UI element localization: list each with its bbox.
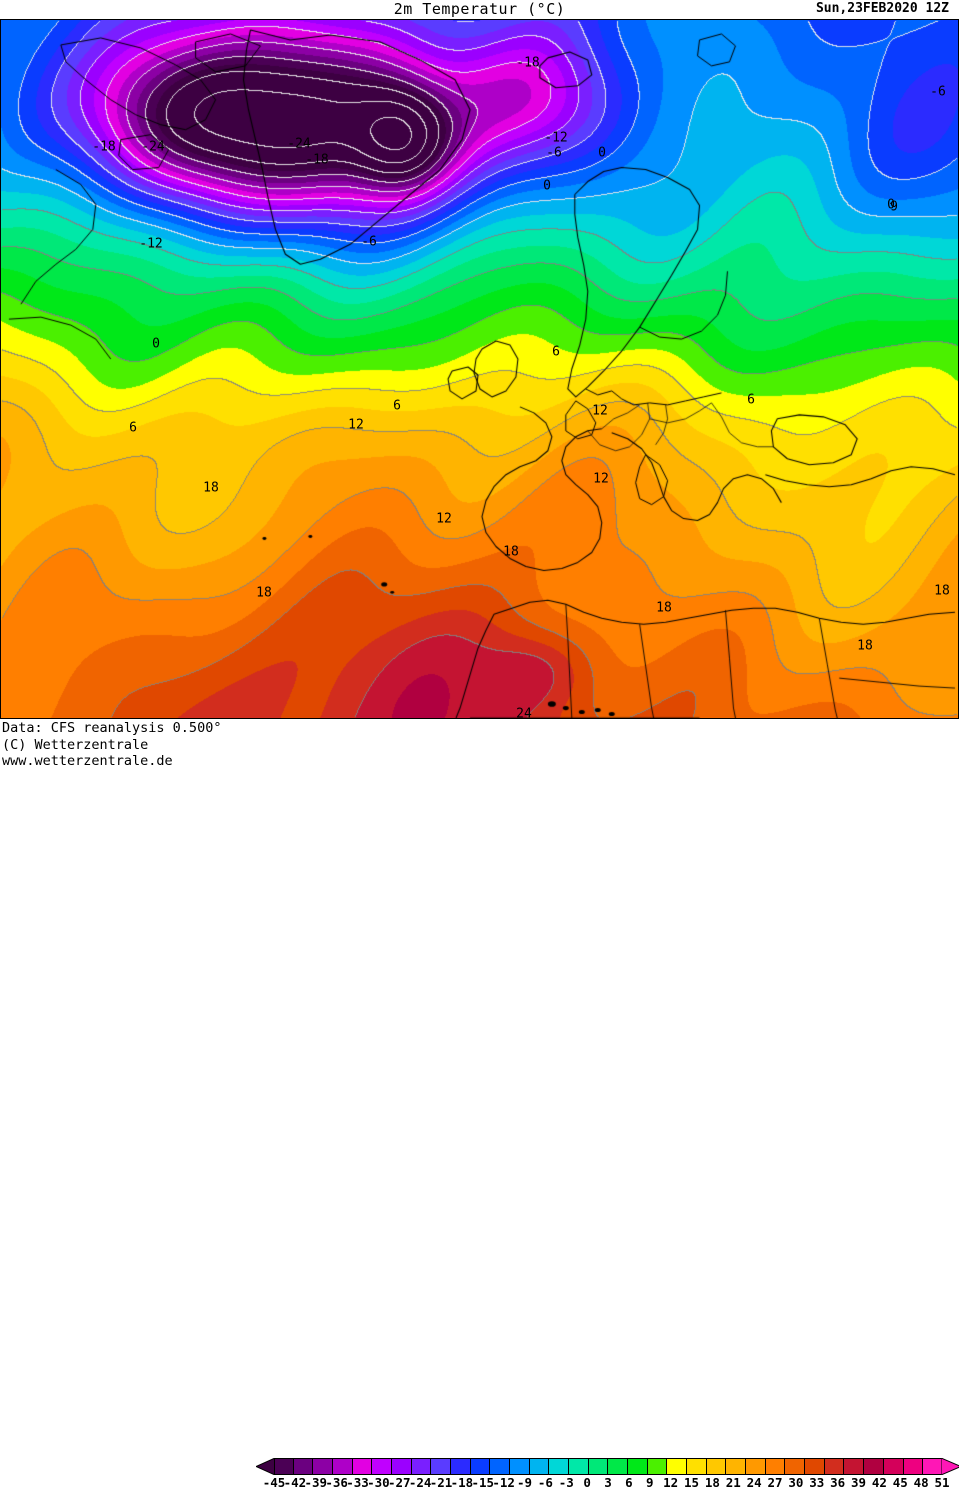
colorbar-swatch [411,1458,432,1475]
colorbar-swatch [313,1458,334,1475]
colorbar-tick-label: 39 [850,1475,867,1490]
colorbar-tick-label: 3 [604,1475,612,1490]
colorbar-swatch [726,1458,747,1475]
colorbar-swatch [746,1458,766,1475]
data-source-label: Data: CFS reanalysis 0.500° [2,720,222,736]
colorbar-swatch [490,1458,511,1475]
colorbar-tick-label: -9 [516,1475,533,1490]
colorbar-swatch [864,1458,884,1475]
colorbar-swatch [667,1458,688,1475]
colorbar-swatch [510,1458,530,1475]
website-label[interactable]: www.wetterzentrale.de [2,753,173,769]
colorbar-swatch [392,1458,412,1475]
temperature-field-canvas [1,20,958,718]
colorbar-swatch [549,1458,570,1475]
colorbar-swatch [883,1458,904,1475]
colorbar-swatch [903,1458,924,1475]
colorbar-tick-label: 21 [725,1475,741,1490]
colorbar-tick-label: -30 [367,1475,390,1490]
colorbar-swatch [569,1458,589,1475]
colorbar-tick-label: -27 [387,1475,411,1490]
colorbar-tick-label: 24 [746,1475,762,1490]
colorbar-swatch [451,1458,471,1475]
colorbar-tick-label: 33 [809,1475,825,1490]
colorbar-tick-label: 48 [913,1475,929,1490]
colorbar-tick-label: 27 [767,1475,783,1490]
colorbar-tick-label: 45 [892,1475,908,1490]
colorbar-swatch [293,1458,314,1475]
temperature-map[interactable]: -18 -24 -24 -18 -18 -12 -6 -6 -12 -6 0 0 9 0 0 6 6 6 12 6 12… [0,19,959,719]
colorbar-tick-label: 36 [830,1475,846,1490]
colorbar-tick-label: 30 [788,1475,804,1490]
colorbar-swatch [765,1458,786,1475]
colorbar-swatch [529,1458,550,1475]
colorbar-swatch [372,1458,393,1475]
colorbar-tick-label: -33 [346,1475,369,1490]
colorbar-swatch [824,1458,845,1475]
copyright-label: (C) Wetterzentrale [2,736,149,753]
colorbar-tick-label: -36 [325,1475,348,1490]
colorbar-swatch [588,1458,609,1475]
colorbar-tick-label: 15 [683,1475,700,1490]
colorbar-tick-label: -42 [283,1475,307,1490]
colorbar-swatch [844,1458,865,1475]
temperature-colorbar: -45 -42 -39 -36 -33 -30 -27 -24 -21 -18 -15 -12 -9 -6… [256,1458,959,1490]
colorbar-tick-label: -39 [304,1475,328,1490]
colorbar-tick-label: -15 [471,1475,495,1490]
colorbar-swatch [333,1458,353,1475]
run-date-label: Sun,23FEB2020 12Z [815,1,949,16]
colorbar-swatch [274,1458,294,1475]
colorbar-under-arrow-icon [256,1458,275,1475]
page-title: 2m Temperatur (°C) [393,0,566,18]
colorbar-tick-labels: -45 -42 -39 -36 -33 -30 -27 -24 -21 -18 -15 -12 -9 -6… [263,1475,950,1490]
colorbar-tick-label: -45 [262,1475,286,1490]
colorbar-swatch [352,1458,373,1475]
map-header: 2m Temperatur (°C) Sun,23FEB2020 12Z [0,0,959,20]
colorbar-tick-label: -3 [558,1475,574,1490]
colorbar-tick-label: -18 [450,1475,474,1490]
colorbar-tick-label: 0 [583,1475,591,1490]
colorbar-tick-label: 42 [871,1475,887,1490]
colorbar-swatch [687,1458,707,1475]
colorbar-tick-label: 51 [934,1475,950,1490]
colorbar-tick-label: 6 [625,1475,633,1490]
colorbar-tick-label: -21 [429,1475,453,1490]
colorbar-swatch [628,1458,648,1475]
colorbar-tick-label: 9 [645,1475,654,1490]
colorbar-swatch [647,1458,668,1475]
credits-block: Data: CFS reanalysis 0.500° (C) Wetterze… [2,720,221,770]
colorbar-swatch [470,1458,491,1475]
colorbar-swatch [785,1458,806,1475]
colorbar-tick-label: 12 [663,1475,679,1490]
colorbar-over-arrow-icon [941,1458,959,1475]
colorbar-swatch [431,1458,452,1475]
colorbar-swatch [706,1458,727,1475]
colorbar-swatches [274,1458,942,1475]
colorbar-tick-label: -24 [408,1475,432,1490]
colorbar-tick-label: 18 [704,1475,720,1490]
colorbar-tick-label: -6 [537,1475,553,1490]
colorbar-tick-label: -12 [492,1475,515,1490]
colorbar-swatch [805,1458,825,1475]
colorbar-swatch [608,1458,629,1475]
map-footer: Data: CFS reanalysis 0.500° (C) Wetterze… [0,720,959,1490]
colorbar-swatch [923,1458,942,1475]
